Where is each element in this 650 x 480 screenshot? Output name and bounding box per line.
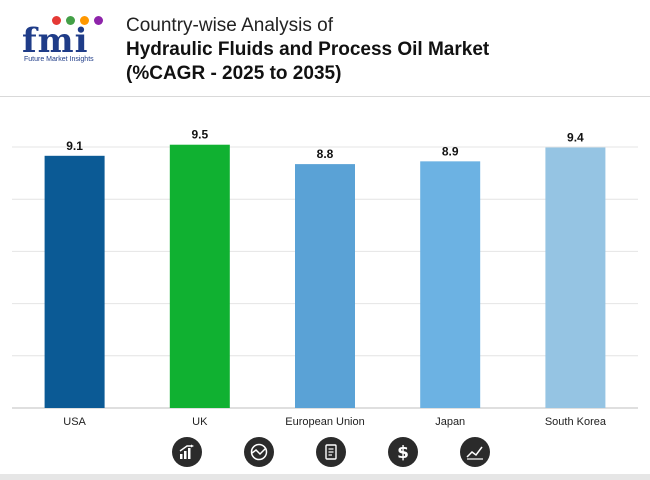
x-tick-label: UK [192,416,208,428]
fmi-logo: fmi Future Market Insights [22,14,108,70]
data-label: 9.1 [66,139,83,153]
bar-japan [420,161,481,408]
x-tick-label: USA [63,416,86,428]
bar-growth-icon [172,437,202,467]
bar-chart: 9.1 USA 9.5 UK 8.8 European Union 8.9 Japan 9.4 S… [12,128,638,428]
bar-european-union [295,164,355,408]
title-line-2: Hydraulic Fluids and Process Oil Market [126,39,490,60]
trend-line-icon [460,437,490,467]
document-icon [316,437,346,467]
logo-tagline: Future Market Insights [24,56,94,63]
bar-uk [169,144,230,408]
x-tick-label: Japan [435,416,465,428]
data-label: 9.5 [191,128,208,142]
chart-area: 9.1 USA 9.5 UK 8.8 European Union 8.9 Japan 9.4 S… [0,97,650,437]
x-tick-label: European Union [285,416,365,428]
title-line-1: Country-wise Analysis of [126,15,333,36]
logo-dot-purple [94,16,103,25]
data-label: 8.9 [442,144,459,158]
data-label: 8.8 [317,147,334,161]
data-label: 9.4 [567,130,584,144]
chart-title: Country-wise Analysis of Hydraulic Fluid… [126,14,489,86]
logo-dot-orange [80,16,89,25]
logo-dot-red [52,16,61,25]
bar-usa [44,155,105,408]
logo-wordmark: fmi [22,21,89,61]
bottom-divider [0,474,650,480]
header: fmi Future Market Insights Country-wise … [0,0,650,97]
dollar-icon: $ [388,437,418,467]
bar-south-korea [545,147,606,408]
svg-text:$: $ [397,443,409,462]
logo-dot-green [66,16,75,25]
x-tick-label: South Korea [545,416,607,428]
title-line-3: (%CAGR - 2025 to 2035) [126,63,342,84]
chart-circle-icon [244,437,274,467]
footer-icons: $ [0,437,650,480]
